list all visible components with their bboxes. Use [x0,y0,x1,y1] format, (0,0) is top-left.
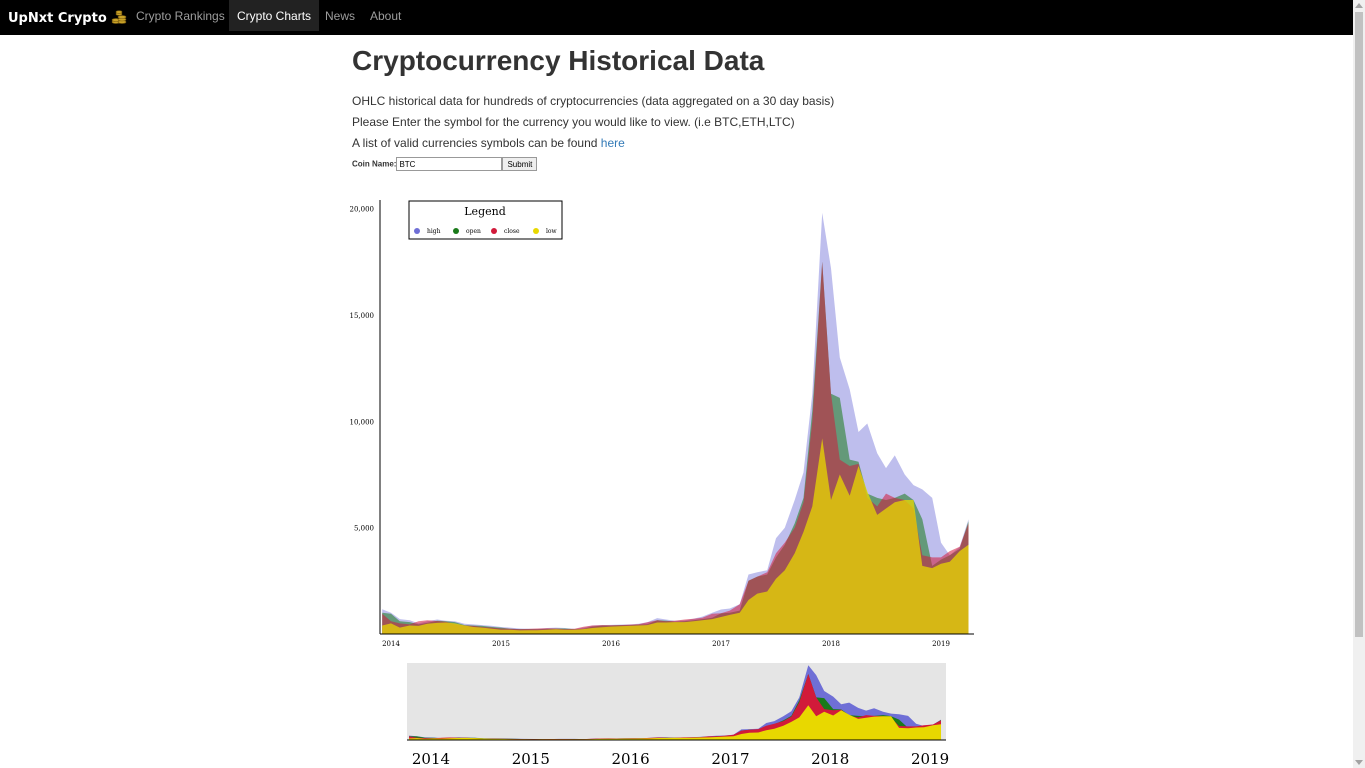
description-line: OHLC historical data for hundreds of cry… [352,94,835,108]
legend-box [408,200,563,240]
legend-swatch-high [414,228,420,234]
legend-label-low: low [546,228,558,235]
nav-news[interactable]: News [325,9,356,23]
list-line-text: A list of valid currencies symbols can b… [352,136,601,150]
brand-name[interactable]: UpNxt Crypto [8,11,107,26]
legend-label-high: high [427,228,441,235]
chart-legend: Legend high open close low [408,200,563,240]
legend-swatch-low [533,228,539,234]
navbar: UpNxt Crypto Crypto Rankings Crypto Char… [0,0,1353,35]
x-tick-label: 2019 [932,640,950,648]
scroll-up-icon[interactable] [1355,3,1363,8]
legend-label-close: close [504,228,520,235]
brand[interactable]: UpNxt Crypto [8,9,127,26]
coin-name-label: Coin Name: [352,159,397,169]
page-title: Cryptocurrency Historical Data [352,45,765,76]
page-scrollbar[interactable] [1353,0,1365,768]
y-tick-label: 10,000 [350,418,375,426]
brush-x-tick-label: 2019 [911,750,949,768]
brush-area-low [408,705,942,740]
area-low [382,438,969,634]
brush-x-tick-label: 2018 [811,750,849,768]
legend-swatch-open [453,228,459,234]
coin-name-input[interactable] [396,157,503,171]
coin-stack-icon [111,9,127,25]
x-tick-label: 2014 [382,640,400,648]
brush-x-tick-label: 2015 [512,750,550,768]
x-tick-label: 2015 [492,640,510,648]
x-tick-label: 2016 [602,640,620,648]
scrollbar-thumb[interactable] [1355,12,1363,637]
nav-crypto-charts[interactable]: Crypto Charts [229,0,320,31]
nav-about[interactable]: About [370,9,402,23]
legend-label-open: open [466,228,481,235]
x-tick-label: 2018 [822,640,840,648]
list-line: A list of valid currencies symbols can b… [352,136,625,150]
submit-button[interactable]: Submit [502,157,538,171]
y-tick-label: 20,000 [350,206,375,214]
scroll-down-icon[interactable] [1355,760,1363,765]
legend-title: Legend [464,205,506,218]
instruction-line: Please Enter the symbol for the currency… [352,115,795,129]
legend-swatch-close [491,228,497,234]
nav-crypto-rankings[interactable]: Crypto Rankings [136,9,225,23]
here-link[interactable]: here [600,136,625,150]
coin-form: Coin Name: Submit [352,157,538,171]
brush-x-tick-label: 2017 [711,750,749,768]
y-tick-label: 5,000 [354,525,374,533]
brush-x-tick-label: 2014 [412,750,450,768]
brush-x-tick-label: 2016 [612,750,650,768]
main-chart: 5,000 10,000 15,000 20,000 2014 2015 2016 2017… [350,200,974,648]
x-tick-label: 2017 [712,640,730,648]
brush-chart[interactable]: 2014 2015 2016 2017 2018 2019 [400,660,960,768]
y-tick-label: 15,000 [350,312,375,320]
